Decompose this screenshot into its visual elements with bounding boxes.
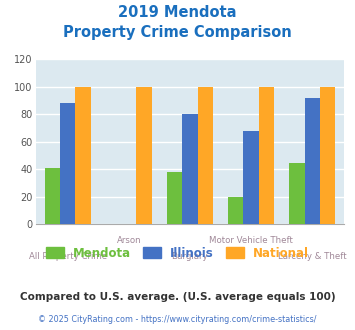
Text: © 2025 CityRating.com - https://www.cityrating.com/crime-statistics/: © 2025 CityRating.com - https://www.city… xyxy=(38,315,317,324)
Text: Arson: Arson xyxy=(116,236,141,245)
Bar xyxy=(259,87,274,224)
Bar xyxy=(45,168,60,224)
Bar xyxy=(289,162,305,224)
Text: Compared to U.S. average. (U.S. average equals 100): Compared to U.S. average. (U.S. average … xyxy=(20,292,335,302)
Legend: Mendota, Illinois, National: Mendota, Illinois, National xyxy=(46,247,309,260)
Bar xyxy=(182,115,198,224)
Text: Motor Vehicle Theft: Motor Vehicle Theft xyxy=(209,236,293,245)
Bar xyxy=(320,87,335,224)
Bar xyxy=(244,131,259,224)
Bar xyxy=(198,87,213,224)
Bar xyxy=(167,172,182,224)
Bar xyxy=(60,103,75,224)
Bar xyxy=(305,98,320,224)
Bar xyxy=(136,87,152,224)
Bar xyxy=(75,87,91,224)
Text: All Property Crime: All Property Crime xyxy=(28,252,106,261)
Text: 2019 Mendota: 2019 Mendota xyxy=(118,5,237,20)
Text: Burglary: Burglary xyxy=(171,252,208,261)
Text: Larceny & Theft: Larceny & Theft xyxy=(278,252,346,261)
Text: Property Crime Comparison: Property Crime Comparison xyxy=(63,25,292,40)
Bar xyxy=(228,197,244,224)
